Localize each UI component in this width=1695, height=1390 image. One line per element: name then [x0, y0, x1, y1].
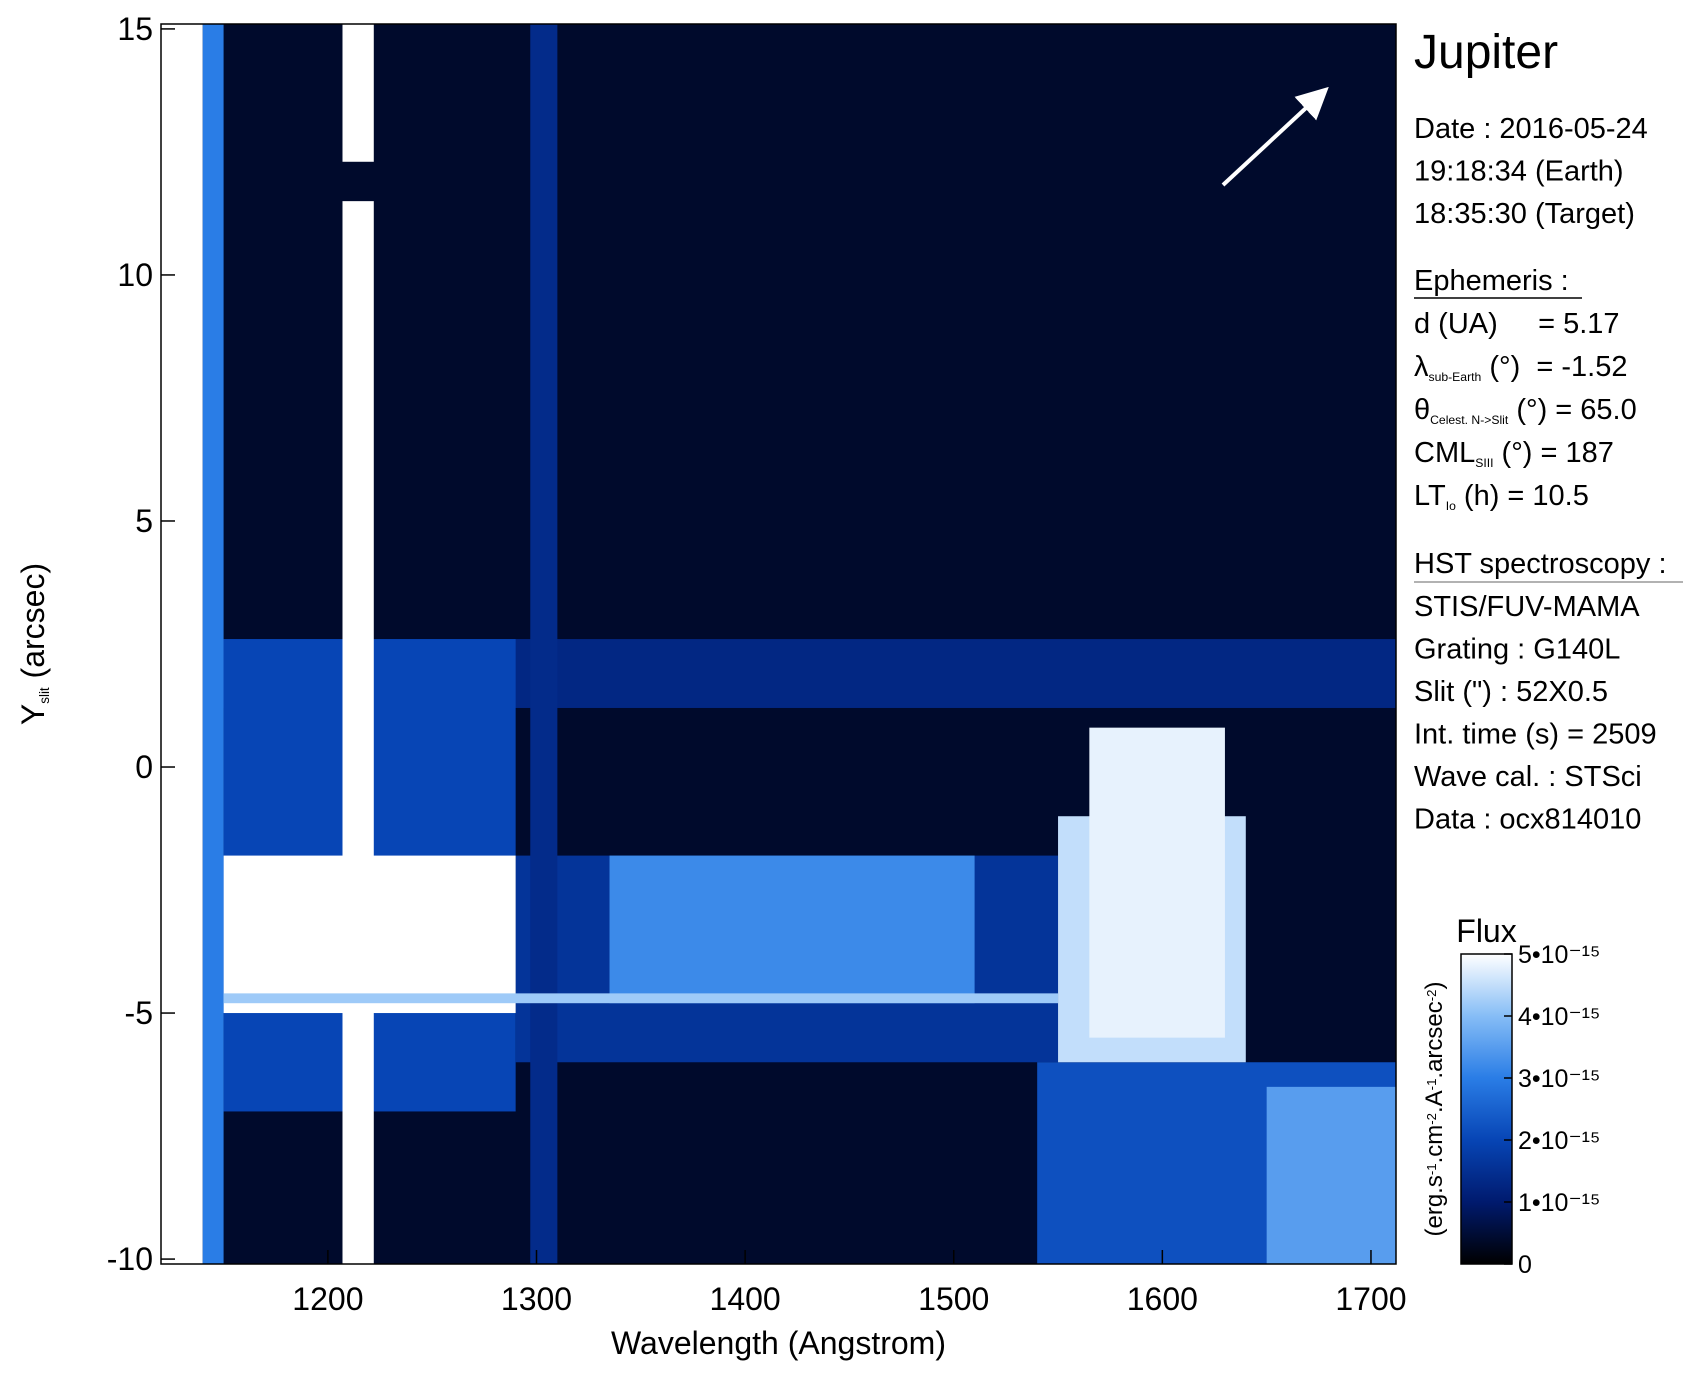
text-part: (arcsec) [15, 563, 51, 687]
text-part: (erg.s [1421, 1175, 1448, 1236]
ephemeris-line: CMLSIII (°) = 187 [1414, 437, 1614, 470]
text-part: CML [1414, 437, 1475, 469]
x-tick-label: 1200 [292, 1281, 363, 1317]
hst-line: Grating : G140L [1414, 634, 1620, 666]
flux-region [202, 24, 224, 1264]
y-tick-label: -5 [125, 995, 153, 1031]
flux-region [1266, 1086, 1396, 1264]
x-tick-label: 1300 [501, 1281, 572, 1317]
plot-area [161, 24, 1396, 1265]
colorbar-tick-label: 1•10⁻¹⁵ [1518, 1189, 1600, 1217]
flux-region [530, 24, 558, 1264]
text-part: d (UA) = 5.17 [1414, 308, 1620, 340]
flux-region [223, 993, 1059, 1004]
flux-region [161, 24, 203, 1264]
text-part: .arcsec [1421, 1001, 1448, 1078]
target-name: Jupiter [1414, 26, 1558, 79]
colorbar-label: (erg.s-1.cm-2.A-1.arcsec-2) [1421, 981, 1448, 1236]
x-tick-label: 1700 [1335, 1281, 1406, 1317]
text-part: (°) = 187 [1494, 437, 1614, 469]
date-line: Date : 2016-05-24 [1414, 113, 1648, 145]
superscript: -2 [1424, 989, 1439, 1001]
north-arrow [1221, 86, 1329, 187]
colorbar-tick-label: 2•10⁻¹⁵ [1518, 1127, 1600, 1155]
flux-region [342, 24, 374, 162]
colorbar-tick-label: 5•10⁻¹⁵ [1518, 941, 1600, 969]
text-part: (°) = -1.52 [1481, 351, 1627, 383]
subscript: sub-Earth [1429, 370, 1482, 384]
ephemeris-line: d (UA) = 5.17 [1414, 308, 1620, 340]
text-part: (°) = 65.0 [1508, 394, 1636, 426]
text-part: Y [15, 704, 51, 725]
y-tick-label: -10 [107, 1241, 153, 1277]
ephemeris-line: θCelest. N->Slit (°) = 65.0 [1414, 394, 1637, 427]
flux-region [609, 855, 975, 1004]
y-tick-label: 0 [135, 749, 153, 785]
ephemeris-line: LTIo (h) = 10.5 [1414, 480, 1589, 513]
subscript: Io [1446, 499, 1456, 513]
flux-region [342, 201, 374, 1265]
subscript: slit [37, 687, 52, 704]
date-line: 19:18:34 (Earth) [1414, 156, 1624, 188]
date-line: 18:35:30 (Target) [1414, 198, 1635, 230]
y-tick-label: 10 [117, 257, 153, 293]
superscript: -2 [1424, 1113, 1439, 1125]
superscript: -1 [1424, 1163, 1439, 1175]
hst-line: STIS/FUV-MAMA [1414, 591, 1640, 623]
hst-line: Wave cal. : STSci [1414, 761, 1642, 793]
text-part: λ [1414, 351, 1429, 383]
hst-line: Data : ocx814010 [1414, 804, 1641, 836]
y-tick-label: 5 [135, 503, 153, 539]
ephemeris-line: λsub-Earth (°) = -1.52 [1414, 351, 1627, 384]
y-axis-label: Yslit (arcsec) [15, 563, 52, 725]
subscript: SIII [1475, 456, 1493, 470]
ephemeris-title: Ephemeris : [1414, 265, 1569, 297]
colorbar [1460, 953, 1513, 1265]
x-axis-label: Wavelength (Angstrom) [611, 1325, 946, 1361]
plot-frame [160, 23, 1397, 1265]
text-part: θ [1414, 394, 1430, 426]
text-part: .A [1421, 1090, 1448, 1113]
hst-line: Int. time (s) = 2509 [1414, 719, 1657, 751]
colorbar-tick-label: 0 [1518, 1251, 1532, 1279]
text-part: LT [1414, 480, 1446, 512]
x-tick-label: 1400 [710, 1281, 781, 1317]
text-part: (h) = 10.5 [1456, 480, 1589, 512]
y-tick-label: 15 [117, 11, 153, 47]
colorbar-tick-label: 4•10⁻¹⁵ [1518, 1003, 1600, 1031]
x-tick-label: 1600 [1127, 1281, 1198, 1317]
subscript: Celest. N->Slit [1430, 413, 1509, 427]
hst-line: Slit (") : 52X0.5 [1414, 676, 1608, 708]
text-part: .cm [1421, 1125, 1448, 1164]
hst-title: HST spectroscopy : [1414, 548, 1667, 580]
x-tick-label: 1500 [918, 1281, 989, 1317]
colorbar-title: Flux [1456, 913, 1516, 949]
superscript: -1 [1424, 1079, 1439, 1091]
flux-region [1089, 727, 1225, 1038]
colorbar-tick-label: 3•10⁻¹⁵ [1518, 1065, 1600, 1093]
text-part: ) [1421, 981, 1448, 989]
